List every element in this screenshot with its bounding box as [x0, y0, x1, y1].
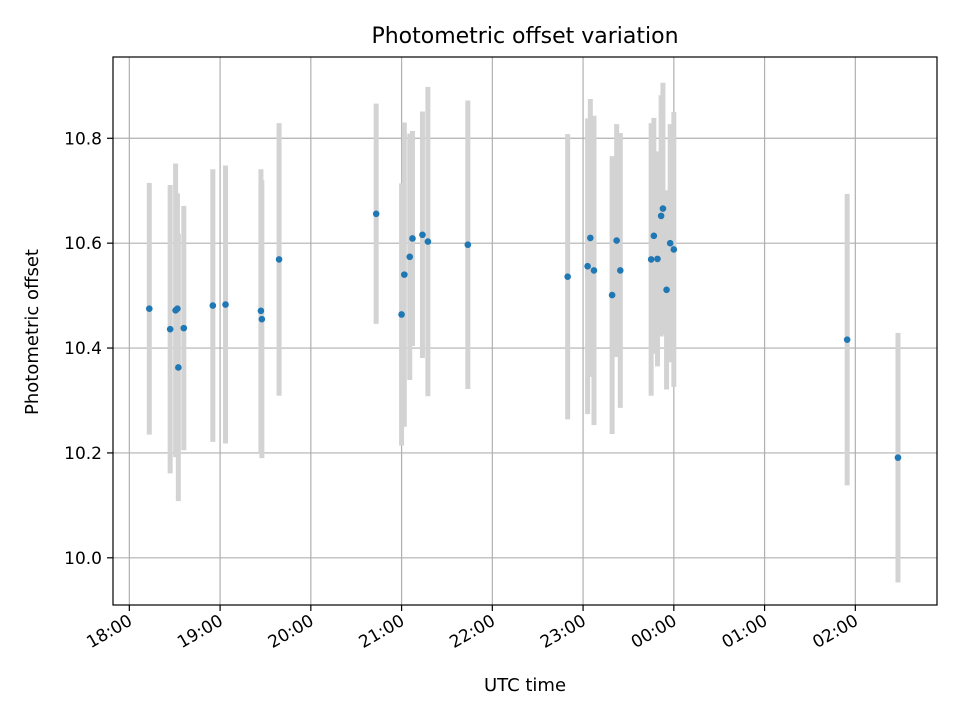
- x-axis-label: UTC time: [484, 675, 566, 696]
- data-point: [584, 262, 591, 270]
- y-tick-label: 10.0: [64, 549, 102, 569]
- data-point: [894, 454, 902, 461]
- x-tick-label: 21:00: [356, 611, 408, 653]
- data-point: [657, 212, 665, 220]
- error-bars: [146, 82, 901, 583]
- y-tick-label: 10.2: [64, 444, 102, 464]
- data-point: [145, 305, 153, 313]
- data-point: [424, 238, 432, 245]
- x-tick-label: 19:00: [174, 611, 226, 653]
- data-point: [613, 237, 620, 244]
- data-point: [175, 364, 182, 371]
- data-point: [647, 256, 655, 263]
- x-tick-label: 23:00: [537, 611, 589, 653]
- data-point: [409, 235, 416, 242]
- grid: [113, 57, 937, 605]
- data-point: [663, 286, 670, 294]
- x-tick-label: 02:00: [809, 611, 861, 653]
- data-point: [666, 239, 674, 247]
- data-point: [590, 267, 598, 274]
- data-point: [659, 205, 667, 212]
- data-points: [145, 205, 902, 461]
- x-tick-label: 22:00: [446, 611, 498, 653]
- data-point: [843, 336, 851, 343]
- x-tick-label: 18:00: [83, 611, 135, 653]
- x-tick-label: 20:00: [265, 611, 317, 653]
- data-point: [258, 315, 266, 323]
- data-point: [180, 324, 188, 332]
- data-point: [608, 291, 616, 299]
- data-point: [670, 246, 678, 253]
- data-point: [587, 234, 594, 242]
- y-tick-label: 10.4: [64, 339, 102, 359]
- data-point: [654, 255, 661, 263]
- chart-title: Photometric offset variation: [371, 24, 678, 49]
- x-tick-label: 00:00: [628, 611, 680, 653]
- data-point: [166, 325, 174, 333]
- data-point: [275, 256, 283, 263]
- plot-frame: [112, 56, 938, 606]
- data-point: [398, 311, 405, 318]
- data-point: [419, 231, 426, 239]
- y-tick-label: 10.8: [64, 129, 102, 149]
- data-point: [257, 307, 265, 315]
- data-point: [650, 232, 658, 240]
- data-point: [406, 253, 414, 261]
- data-point: [464, 241, 472, 249]
- data-point: [564, 273, 571, 281]
- data-point: [401, 271, 408, 278]
- data-point: [616, 267, 624, 274]
- y-tick-label: 10.6: [64, 234, 102, 254]
- x-tick-label: 01:00: [719, 611, 771, 653]
- data-point: [209, 302, 217, 309]
- data-point: [372, 210, 380, 218]
- y-axis-label: Photometric offset: [22, 249, 43, 415]
- data-point: [222, 301, 229, 308]
- data-point: [174, 305, 181, 313]
